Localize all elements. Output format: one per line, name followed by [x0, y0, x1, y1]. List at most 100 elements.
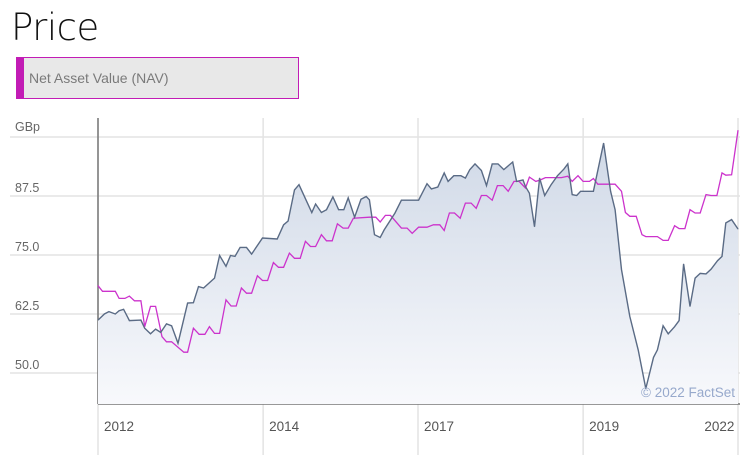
- price-point: [219, 255, 221, 256]
- x-tick-label: 2017: [424, 419, 454, 434]
- price-point: [114, 313, 116, 315]
- nav-point: [230, 305, 232, 307]
- nav-point: [406, 227, 408, 229]
- price-point: [365, 196, 367, 197]
- nav-point: [347, 227, 349, 229]
- price-point: [557, 175, 558, 177]
- price-point: [171, 325, 173, 327]
- price-series-line: [97, 142, 739, 389]
- price-point: [656, 349, 658, 351]
- nav-point: [426, 226, 428, 228]
- nav-point: [166, 341, 167, 343]
- nav-point: [315, 246, 316, 247]
- nav-point: [208, 326, 210, 328]
- nav-point: [235, 305, 237, 307]
- nav-point: [124, 298, 126, 299]
- nav-point: [592, 178, 594, 179]
- nav-point: [502, 185, 504, 187]
- price-point: [192, 302, 194, 304]
- nav-point: [699, 212, 701, 214]
- price-point: [674, 326, 676, 328]
- nav-point: [689, 209, 691, 211]
- nav-point: [629, 215, 631, 217]
- nav-point: [418, 226, 420, 228]
- nav-point: [597, 183, 599, 185]
- price-point: [374, 234, 375, 236]
- price-point: [400, 199, 402, 201]
- nav-point: [614, 183, 616, 185]
- price-point: [418, 199, 420, 201]
- nav-point: [278, 266, 279, 268]
- price-point: [320, 212, 322, 213]
- price-point: [177, 342, 179, 344]
- price-point: [437, 186, 439, 188]
- nav-point: [192, 327, 194, 329]
- nav-point: [262, 280, 263, 281]
- price-point: [144, 327, 146, 329]
- price-point: [283, 224, 284, 226]
- nav-point: [225, 299, 227, 301]
- price-point: [294, 189, 295, 191]
- price-point: [140, 319, 142, 321]
- nav-point: [390, 214, 391, 216]
- nav-point: [470, 202, 472, 204]
- nav-point: [183, 351, 185, 353]
- nav-point: [544, 177, 546, 178]
- nav-point: [256, 275, 258, 277]
- price-point: [123, 308, 124, 310]
- y-axis-unit-label: GBp: [15, 120, 40, 134]
- price-point: [614, 209, 616, 211]
- price-point: [580, 190, 581, 192]
- nav-point: [535, 180, 537, 182]
- nav-point: [134, 300, 135, 302]
- nav-point: [320, 234, 322, 236]
- nav-point: [621, 190, 622, 192]
- nav-point: [518, 180, 520, 182]
- nav-point: [214, 332, 215, 334]
- nav-point: [513, 180, 515, 182]
- nav-point: [645, 236, 647, 237]
- nav-point: [375, 216, 377, 218]
- price-point: [326, 209, 327, 211]
- nav-point: [379, 221, 381, 223]
- nav-point: [411, 232, 413, 234]
- nav-point: [294, 257, 295, 259]
- nav-point: [114, 290, 116, 292]
- nav-point: [491, 199, 493, 201]
- price-point: [563, 168, 565, 170]
- price-area-fill: [98, 143, 738, 404]
- price-point: [571, 194, 573, 195]
- nav-point: [161, 336, 163, 338]
- price-point: [486, 185, 487, 187]
- price-point: [160, 332, 162, 333]
- price-point: [725, 222, 727, 224]
- price-point: [610, 190, 612, 192]
- nav-point: [705, 194, 707, 195]
- price-point: [104, 313, 105, 315]
- nav-point: [198, 333, 200, 335]
- price-point: [717, 260, 718, 262]
- series-selector-dropdown[interactable]: Net Asset Value (NAV): [16, 57, 299, 99]
- price-point: [503, 169, 505, 170]
- price-point: [128, 320, 130, 322]
- nav-point: [667, 239, 669, 241]
- y-tick-label: 75.0: [15, 240, 39, 254]
- nav-point: [624, 212, 626, 213]
- price-point: [464, 177, 466, 179]
- nav-point: [577, 175, 579, 177]
- nav-point: [251, 292, 253, 294]
- y-tick-label: 62.5: [15, 299, 39, 313]
- factset-watermark: © 2022 FactSet: [641, 385, 735, 400]
- x-tick-label: 2022: [704, 419, 734, 434]
- price-point: [516, 180, 517, 182]
- x-tick-label: 2019: [589, 419, 619, 434]
- x-tick-label: 2014: [269, 419, 300, 434]
- price-point: [645, 388, 647, 389]
- nav-point: [326, 240, 327, 242]
- price-point: [246, 247, 247, 248]
- price-point: [118, 310, 120, 312]
- price-point: [544, 195, 546, 196]
- price-point: [347, 197, 349, 199]
- price-point: [343, 209, 345, 211]
- nav-point: [486, 195, 487, 196]
